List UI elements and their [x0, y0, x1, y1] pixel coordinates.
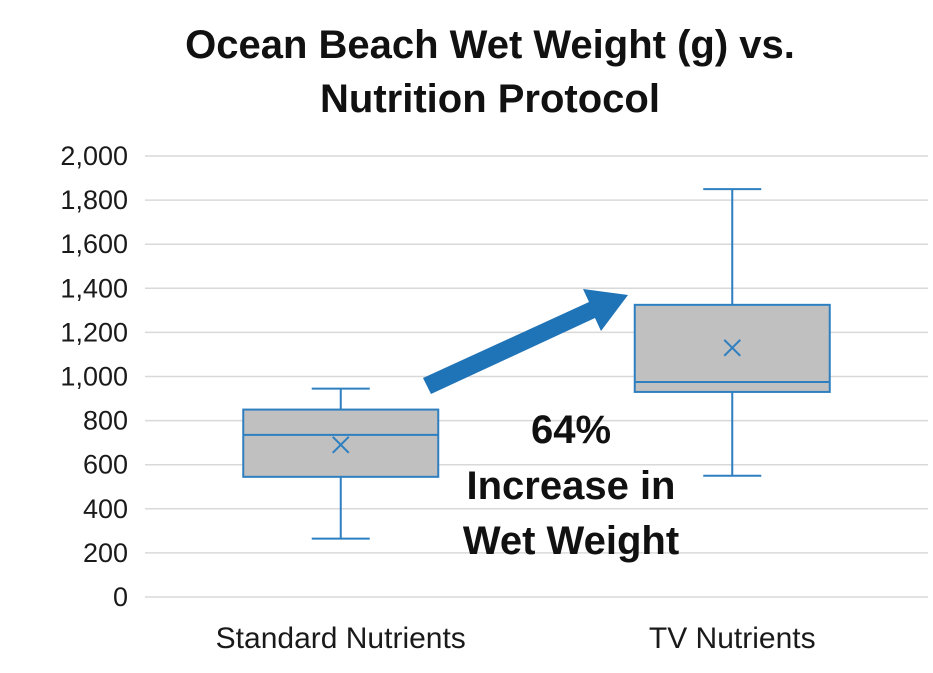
annotation-line-1: 64% [531, 408, 611, 452]
increase-arrow-shape [423, 289, 628, 394]
boxes [242, 188, 831, 540]
y-tick-label: 1,000 [60, 362, 128, 392]
y-axis: 0 200 400 600 800 1,000 1,200 1,400 1,600 1,800 2,… [60, 141, 128, 612]
increase-arrow [423, 289, 628, 394]
y-tick-label: 1,200 [60, 317, 128, 347]
x-axis: Standard Nutrients TV Nutrients [216, 622, 816, 655]
chart-title-line-2: Nutrition Protocol [320, 77, 660, 121]
x-category-label: Standard Nutrients [216, 622, 466, 655]
gridlines [145, 155, 928, 598]
iqr-box [242, 408, 440, 478]
chart-title-line-1: Ocean Beach Wet Weight (g) vs. [185, 23, 795, 67]
y-tick-label: 0 [113, 582, 128, 612]
y-tick-label: 800 [83, 406, 128, 436]
iqr-box [633, 303, 831, 393]
y-tick-label: 1,600 [60, 229, 128, 259]
y-tick-label: 200 [83, 538, 128, 568]
box-2 [633, 188, 831, 477]
y-tick-label: 1,400 [60, 273, 128, 303]
y-tick-label: 600 [83, 450, 128, 480]
mean-marker [332, 436, 350, 454]
y-tick-label: 1,800 [60, 185, 128, 215]
box-1 [242, 387, 440, 540]
y-tick-label: 2,000 [60, 141, 128, 171]
mean-marker [723, 339, 741, 357]
x-category-label: TV Nutrients [649, 622, 816, 655]
y-tick-label: 400 [83, 494, 128, 524]
annotation-line-2: Increase in [466, 464, 675, 508]
annotation-line-3: Wet Weight [463, 519, 679, 563]
